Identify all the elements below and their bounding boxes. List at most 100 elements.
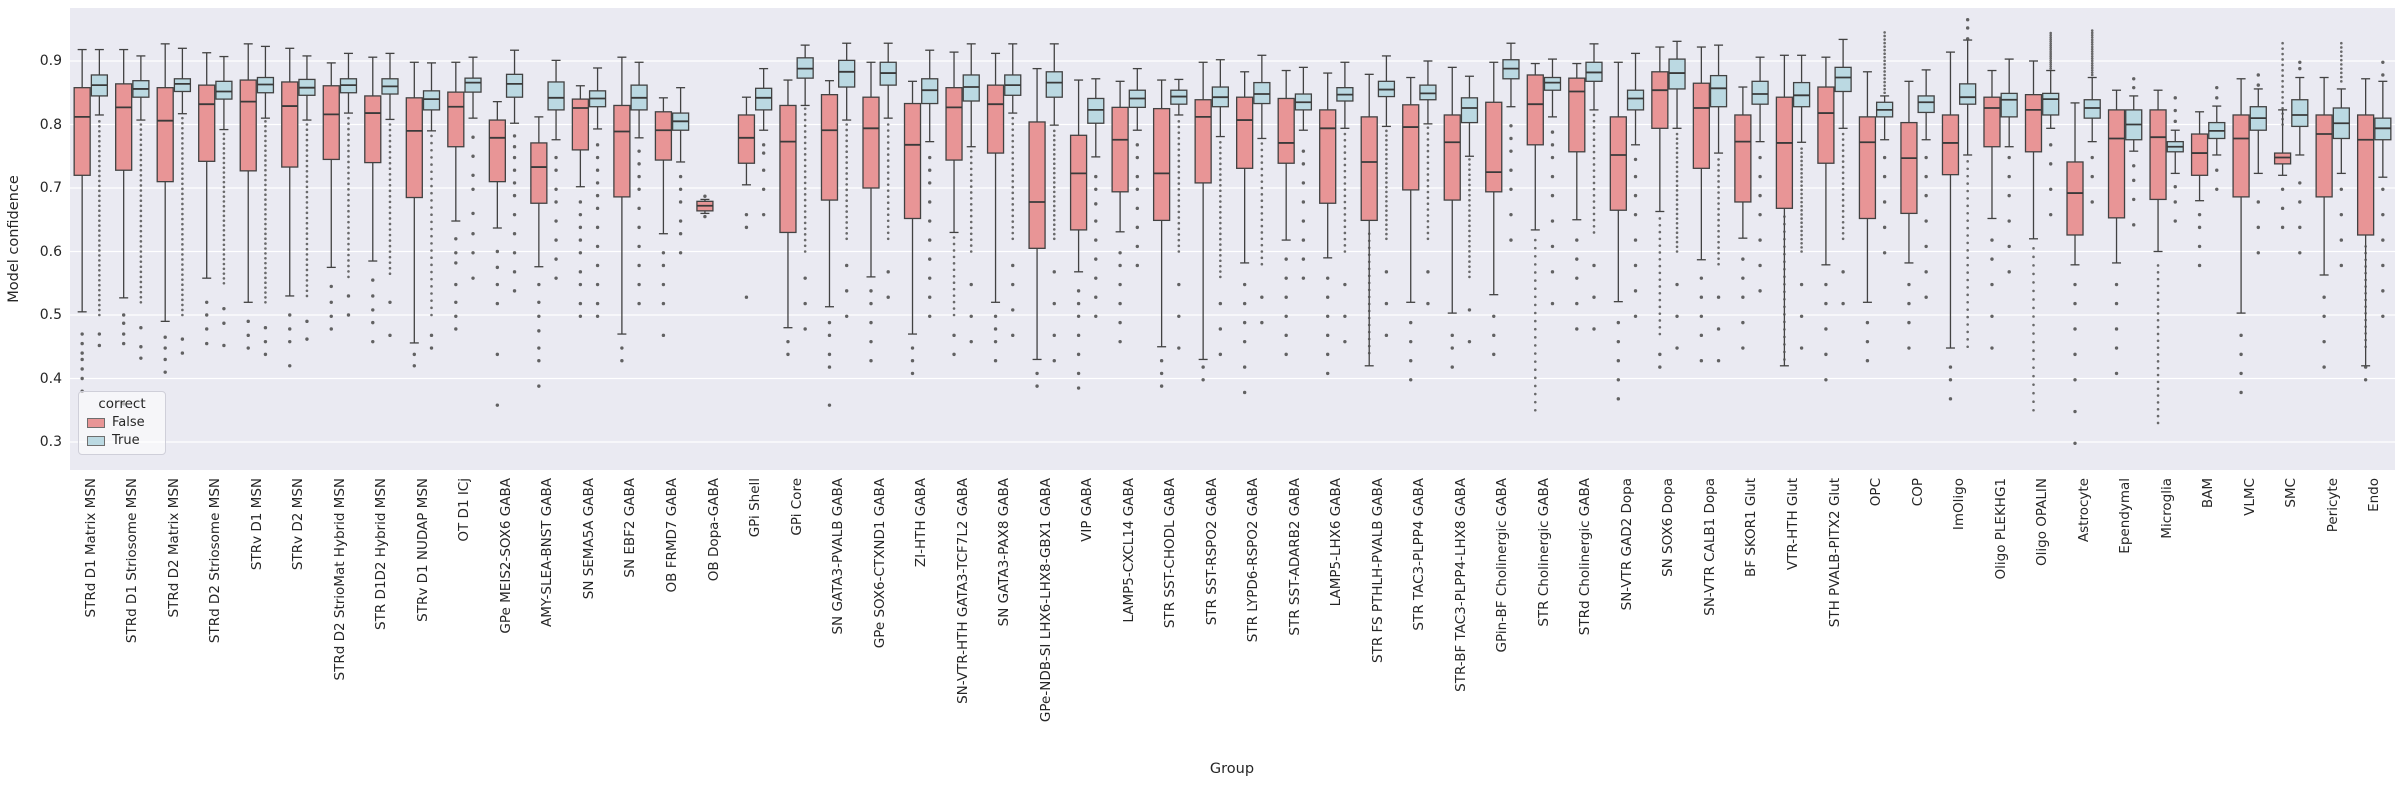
box [1069, 134, 1088, 231]
outlier-point [537, 346, 541, 350]
outlier-point [80, 376, 84, 381]
outlier-point [910, 346, 915, 350]
outlier-point [454, 282, 458, 287]
outlier-point [1343, 219, 1347, 222]
outlier-point [1219, 146, 1222, 149]
outlier-point [2048, 143, 2053, 147]
outlier-point [1592, 181, 1596, 185]
outlier-point [1052, 162, 1056, 166]
outlier-point [347, 226, 350, 229]
outlier-point [2032, 281, 2035, 284]
outlier-point [512, 181, 517, 185]
outlier-point [2364, 271, 2367, 275]
outlier-point [1675, 137, 1679, 141]
outlier-point [1343, 213, 1347, 216]
outlier-point [98, 204, 101, 208]
outlier-point [1633, 174, 1638, 179]
outlier-point [1783, 305, 1786, 309]
outlier-point [803, 164, 807, 168]
outlier-point [578, 301, 583, 306]
outlier-point [181, 152, 184, 155]
outlier-point [886, 183, 890, 186]
outlier-point [1533, 246, 1537, 250]
outlier-point [305, 149, 309, 152]
outlier-point [1783, 320, 1786, 324]
outlier-point [1865, 339, 1870, 344]
box [73, 87, 91, 176]
outlier-point [1343, 157, 1347, 161]
outlier-point [347, 204, 350, 208]
outlier-point [2132, 164, 2136, 168]
x-tick-label: OB FRMD7 GABA [664, 478, 680, 593]
outlier-point [1800, 151, 1803, 155]
box [1734, 114, 1752, 203]
x-tick-label: STR TAC3-PLPP4 GABA [1411, 478, 1428, 631]
outlier-point [305, 211, 309, 215]
outlier-point [1783, 282, 1786, 286]
outlier-point [388, 183, 392, 187]
outlier-point [1076, 314, 1081, 318]
outlier-point [222, 272, 226, 275]
outlier-point [1675, 160, 1679, 164]
outlier-point [98, 278, 101, 282]
outlier-point [2156, 353, 2160, 356]
outlier-point [1509, 136, 1513, 141]
outlier-point [98, 283, 101, 287]
outlier-point [1717, 240, 1720, 244]
outlier-point [181, 243, 184, 246]
outlier-point [1260, 218, 1264, 222]
outlier-point [1990, 314, 1994, 318]
outlier-point [1883, 59, 1886, 63]
outlier-point [347, 275, 350, 279]
outlier-point [2090, 155, 2094, 160]
x-tick-label: GPin-BF Cholinergic GABA [1494, 478, 1511, 653]
outlier-point [2049, 50, 2052, 54]
outlier-point [1675, 207, 1679, 211]
outlier-point [886, 231, 890, 235]
outlier-point [388, 200, 392, 204]
outlier-point [388, 250, 392, 253]
outlier-point [845, 139, 848, 143]
outlier-point [1883, 31, 1886, 34]
x-tick-label: STR-BF TAC3-PLPP4-LHX8 GABA [1452, 478, 1469, 692]
outlier-point [2239, 390, 2243, 395]
outlier-point [264, 164, 267, 167]
outlier-point [2049, 67, 2052, 70]
outlier-point [98, 124, 101, 128]
outlier-point [1592, 132, 1596, 135]
outlier-point [222, 132, 226, 136]
outlier-point [2156, 387, 2160, 391]
outlier-point [1675, 189, 1679, 192]
outlier-point [1717, 251, 1720, 255]
outlier-point [1467, 308, 1472, 312]
outlier-point [1385, 204, 1388, 208]
outlier-point [139, 153, 143, 157]
outlier-point [347, 242, 350, 246]
outlier-point [845, 161, 848, 164]
outlier-point [1011, 128, 1015, 131]
outlier-point [139, 270, 143, 274]
outlier-point [2280, 206, 2285, 211]
outlier-point [1841, 143, 1845, 147]
outlier-point [2090, 64, 2094, 67]
outlier-point [1783, 343, 1786, 346]
outlier-point [2073, 352, 2077, 357]
outlier-point [2381, 263, 2385, 268]
outlier-point [1907, 301, 1911, 306]
outlier-point [181, 126, 184, 130]
outlier-point [1177, 210, 1181, 214]
outlier-point [1509, 124, 1513, 128]
outlier-point [329, 327, 333, 331]
outlier-point [969, 185, 973, 188]
box [1917, 95, 1935, 114]
plot-area [70, 8, 2395, 470]
outlier-point [1260, 320, 1264, 325]
outlier-point [1177, 142, 1181, 146]
box [547, 81, 565, 111]
box [2232, 114, 2250, 198]
outlier-point [1841, 138, 1845, 141]
outlier-point [1219, 254, 1222, 257]
outlier-point [1367, 351, 1371, 355]
outlier-point [222, 224, 226, 227]
outlier-point [1468, 183, 1471, 187]
